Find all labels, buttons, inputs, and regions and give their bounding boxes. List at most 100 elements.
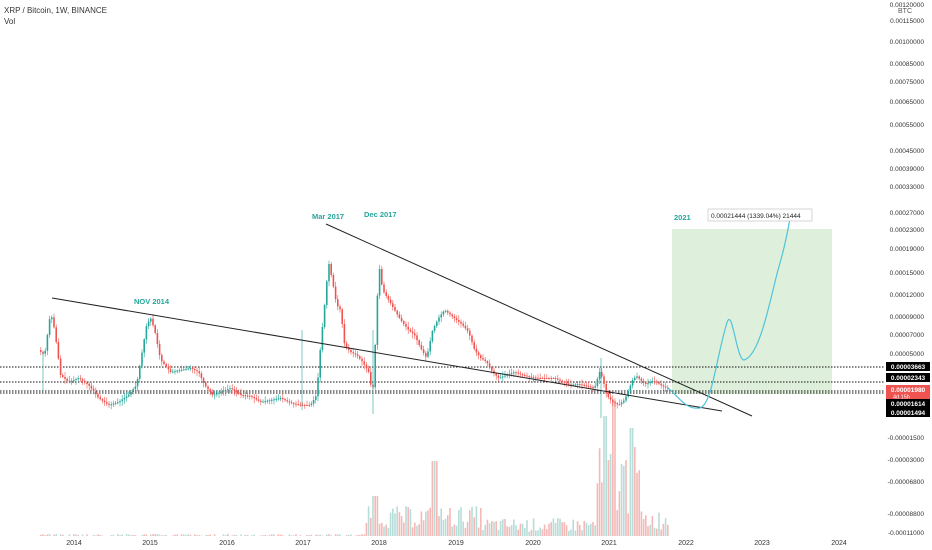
candle-body (150, 318, 152, 322)
candle-body (354, 353, 357, 355)
volume-bar (440, 508, 442, 536)
candle-body (662, 385, 665, 387)
volume-bar (453, 524, 456, 536)
candle-body (493, 370, 495, 374)
volume-bar (235, 535, 238, 536)
annotation-nov-2014[interactable]: NOV 2014 (134, 297, 170, 306)
candle-body (515, 372, 517, 374)
volume-bar (543, 524, 546, 536)
long-trendline[interactable] (51, 297, 723, 412)
volume-bar (532, 518, 535, 536)
candle-body (374, 344, 376, 388)
candle-body (101, 399, 104, 401)
target-zone[interactable] (672, 229, 832, 394)
volume-bar (642, 518, 645, 536)
candle-body (526, 375, 528, 377)
volume-bar (207, 535, 209, 536)
candle-body (161, 355, 163, 362)
upper-trendline[interactable] (325, 223, 753, 417)
candle-body (447, 310, 449, 313)
price-axis[interactable]: 0.00120000 0.00115000 0.00100000 0.00085000… (890, 2, 925, 358)
candle-body (392, 303, 394, 307)
price-tick-label: 0.00023000 (890, 227, 925, 234)
volume-bar (240, 534, 242, 536)
volume-bar (310, 534, 313, 536)
candle-body (464, 325, 467, 329)
candle-body (304, 405, 306, 406)
candle-body (385, 292, 387, 296)
candle-body (334, 286, 337, 300)
candle-body (532, 377, 535, 379)
candle-body (565, 382, 568, 384)
volume-bar (409, 509, 412, 536)
volume-bar (189, 534, 192, 536)
volume-bar (233, 534, 236, 536)
volume-bar (627, 513, 629, 536)
volume-bar (288, 534, 291, 536)
candle-body (585, 385, 588, 387)
candle-body (242, 395, 244, 397)
candle-body (341, 309, 343, 324)
projection-path[interactable] (667, 217, 791, 409)
price-tick-label: 0.00005000 (890, 351, 925, 358)
volume-bar (381, 522, 383, 536)
volume-bar (187, 534, 189, 536)
support-levels (0, 366, 885, 394)
candle-body (297, 404, 299, 406)
candle-body (57, 342, 60, 359)
candle-body (557, 378, 559, 380)
volume-bar (612, 401, 614, 536)
volume-bar (620, 463, 623, 536)
candle-body (601, 372, 603, 377)
candle-body (653, 381, 656, 383)
volume-bar (425, 511, 427, 536)
candle-body (570, 384, 572, 386)
candle-body (660, 383, 662, 386)
time-axis[interactable]: 2014 2015 2016 2017 2018 2019 2020 2021 2022 2023… (66, 540, 847, 547)
annotation-mar-2017[interactable]: Mar 2017 (312, 212, 344, 221)
volume-bar (143, 534, 145, 536)
volume-bar (99, 534, 101, 536)
volume-bar (356, 535, 359, 536)
candle-body (530, 376, 533, 378)
price-tag (886, 399, 930, 408)
volume-bar (319, 534, 321, 536)
annotation-2021[interactable]: 2021 (674, 213, 691, 222)
candle-body (310, 403, 313, 405)
volume-bar (629, 428, 632, 536)
candle-body (165, 364, 167, 367)
candle-body (488, 363, 491, 367)
candle-body (387, 296, 390, 300)
candle-body (623, 400, 625, 403)
volume-bar (68, 534, 71, 536)
candle-body (455, 318, 458, 320)
volume-bar (117, 534, 119, 536)
candle-body (480, 355, 482, 359)
candle-body (398, 314, 401, 318)
volume-bar (271, 534, 273, 536)
annotation-dec-2017[interactable]: Dec 2017 (364, 210, 397, 219)
candle-body (301, 404, 304, 406)
volume-bar (354, 535, 357, 536)
candle-body (84, 380, 86, 383)
price-tick-label: 0.00039000 (890, 166, 925, 173)
candle-body (249, 395, 251, 397)
candle-body (172, 371, 174, 373)
candle-body (51, 317, 53, 320)
volume-bar (466, 521, 469, 536)
candle-body (649, 382, 651, 384)
volume-bar (183, 534, 185, 536)
candle-body (636, 376, 638, 378)
candle-body (519, 373, 522, 375)
volume-bar (634, 447, 636, 536)
candle-body (103, 400, 106, 403)
volume-bar (317, 534, 319, 536)
volume-bar (213, 534, 216, 536)
candle-body (139, 365, 141, 379)
candle-body (174, 371, 176, 373)
volume-bar (636, 472, 638, 536)
candle-body (114, 402, 117, 404)
volume-bar (154, 534, 156, 536)
